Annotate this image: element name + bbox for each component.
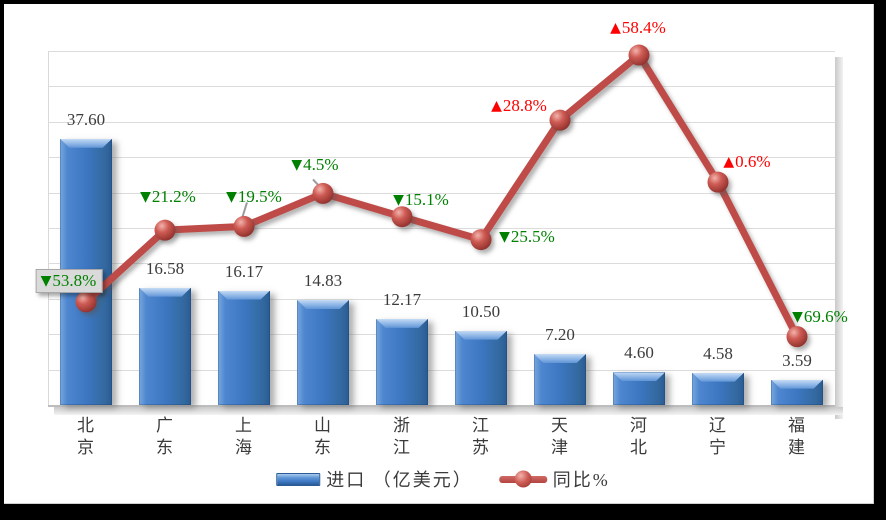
triangle-down-icon: ▼ (40, 272, 52, 289)
bar-value-label[interactable]: 14.83 (303, 271, 343, 290)
x-axis-label-福建[interactable]: 福 建 (788, 416, 806, 457)
x-axis-label-广东[interactable]: 广 东 (156, 416, 174, 457)
bar-上海[interactable] (218, 290, 270, 405)
bar-浙江[interactable] (376, 318, 428, 405)
legend: 进口 （亿美元） 同比% (276, 466, 610, 492)
triangle-down-icon: ▼ (226, 189, 237, 206)
plot-shadow-right (835, 57, 843, 419)
legend-label-yoy: 同比% (552, 470, 610, 490)
plot-left-border (48, 51, 49, 405)
bar-value-label[interactable]: 10.50 (461, 301, 501, 321)
yoy-percent-text: 21.2% (151, 187, 196, 207)
triangle-up-icon: ▲ (723, 154, 735, 171)
triangle-up-icon: ▲ (491, 98, 502, 115)
triangle-down-icon: ▼ (140, 189, 151, 206)
yoy-percent-text: 19.5% (237, 187, 282, 207)
gridline (48, 121, 835, 123)
x-axis-label-辽宁[interactable]: 辽 宁 (709, 416, 727, 457)
x-axis-label-上海[interactable]: 上 海 (235, 416, 253, 457)
gridline (48, 86, 835, 88)
yoy-label-江苏[interactable]: ▼25.5% (499, 227, 555, 247)
yoy-percent-text: 28.8% (502, 96, 547, 116)
triangle-down-icon: ▼ (792, 308, 803, 325)
frame-right (874, 0, 886, 520)
bar-value-label[interactable]: 7.20 (545, 325, 575, 345)
bar-value-label[interactable]: 12.17 (382, 289, 422, 309)
line-marker-swatch-icon (514, 470, 532, 488)
canvas-inner-edge (4, 4, 874, 504)
frame-top (0, 0, 886, 4)
line-swatch-icon (498, 470, 547, 488)
yoy-label-河北[interactable]: ▲58.4% (610, 18, 666, 38)
bar-value-label[interactable]: 37.60 (66, 109, 106, 129)
bar-value-label[interactable]: 4.58 (703, 343, 733, 363)
triangle-up-icon: ▲ (610, 20, 621, 37)
bar-福建[interactable] (771, 379, 823, 405)
line-marker-辽宁[interactable] (707, 171, 729, 193)
bar-value-label[interactable]: 4.60 (624, 343, 654, 363)
line-marker-天津[interactable] (549, 109, 571, 131)
line-marker-江苏[interactable] (470, 229, 492, 251)
yoy-percent-text: 69.6% (803, 306, 848, 326)
bar-山东[interactable] (297, 300, 349, 405)
legend-item-imports[interactable]: 进口 （亿美元） (276, 466, 473, 492)
triangle-down-icon: ▼ (291, 157, 303, 174)
triangle-down-icon: ▼ (393, 191, 404, 208)
x-axis-label-北京[interactable]: 北 京 (77, 416, 95, 457)
x-axis-label-河北[interactable]: 河 北 (630, 416, 648, 457)
bar-广东[interactable] (139, 287, 191, 405)
yoy-label-上海[interactable]: ▼19.5% (226, 187, 282, 207)
yoy-percent-text: 15.1% (404, 189, 449, 209)
yoy-percent-text: 58.4% (621, 18, 666, 38)
x-axis-line (48, 405, 835, 407)
plot-shadow-bottom (54, 407, 843, 415)
x-axis-label-江苏[interactable]: 江 苏 (472, 416, 490, 457)
yoy-label-山东[interactable]: ▼4.5% (291, 155, 338, 175)
bar-河北[interactable] (613, 372, 665, 405)
gridline (48, 51, 835, 52)
yoy-percent-text: 25.5% (510, 226, 555, 246)
gridline (48, 228, 835, 229)
yoy-label-天津[interactable]: ▲28.8% (491, 96, 547, 116)
line-marker-福建[interactable] (786, 326, 808, 348)
yoy-label-广东[interactable]: ▼21.2% (140, 187, 196, 207)
bar-swatch-icon (276, 472, 321, 486)
yoy-label-北京[interactable]: ▼53.8% (35, 268, 103, 293)
gridline (48, 369, 835, 371)
x-axis-label-山东[interactable]: 山 东 (314, 416, 332, 457)
frame-left (0, 0, 4, 520)
yoy-percent-text: 53.8% (52, 270, 97, 290)
yoy-percent-text: 0.6% (735, 152, 771, 172)
line-marker-上海[interactable] (233, 215, 255, 237)
x-axis-label-浙江[interactable]: 浙 江 (393, 416, 411, 457)
bar-天津[interactable] (534, 354, 586, 405)
yoy-label-浙江[interactable]: ▼15.1% (393, 190, 449, 210)
bar-辽宁[interactable] (692, 372, 744, 405)
frame-bottom (0, 504, 886, 520)
line-marker-河北[interactable] (628, 44, 650, 66)
x-axis-label-天津[interactable]: 天 津 (551, 416, 569, 457)
triangle-down-icon: ▼ (499, 228, 510, 245)
bar-value-label[interactable]: 3.59 (782, 350, 812, 370)
bar-value-label[interactable]: 16.58 (145, 258, 185, 278)
label-leader-line (312, 178, 326, 194)
gridline (48, 157, 835, 159)
legend-item-yoy[interactable]: 同比% (498, 466, 610, 492)
bar-value-label[interactable]: 16.17 (224, 261, 264, 281)
bar-江苏[interactable] (455, 330, 507, 405)
yoy-label-辽宁[interactable]: ▲0.6% (723, 152, 770, 172)
legend-label-imports: 进口 （亿美元） (326, 470, 473, 490)
line-marker-广东[interactable] (154, 219, 176, 241)
yoy-percent-text: 4.5% (303, 155, 339, 175)
yoy-label-福建[interactable]: ▼69.6% (792, 307, 848, 327)
